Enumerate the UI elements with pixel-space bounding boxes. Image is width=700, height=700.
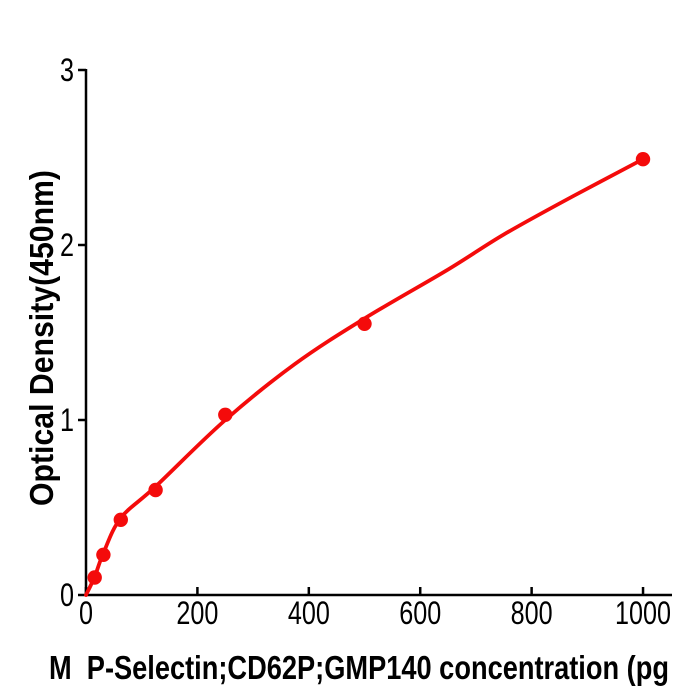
- data-point-marker: [148, 482, 163, 498]
- x-axis-label: M P-Selectin;CD62P;GMP140 concentration …: [49, 649, 669, 686]
- x-tick-label: 200: [176, 595, 218, 631]
- axes: [78, 68, 672, 597]
- data-points: [87, 152, 651, 585]
- data-point-marker: [635, 152, 651, 167]
- data-point-marker: [113, 512, 128, 527]
- x-tick-label: 600: [399, 595, 441, 631]
- data-point-marker: [96, 547, 111, 562]
- x-tick-label: 0: [79, 595, 93, 631]
- data-point-marker: [87, 570, 102, 585]
- y-tick-label: 2: [60, 227, 74, 263]
- y-axis-label: Optical Density(450nm): [23, 170, 60, 506]
- x-tick-label: 1000: [615, 595, 671, 631]
- y-tick-label: 0: [60, 577, 74, 613]
- y-tick-label: 1: [60, 402, 74, 438]
- data-point-marker: [357, 316, 372, 331]
- x-tick-label: 800: [511, 595, 553, 631]
- tick-labels: 0 200 400 600 800 1000 0 1 2 3: [60, 52, 671, 631]
- fit-curve: [84, 157, 645, 597]
- data-point-marker: [218, 407, 233, 422]
- axis-spines: [84, 69, 672, 597]
- x-tick-label: 400: [288, 595, 330, 631]
- fit-curve-path: [84, 157, 645, 597]
- y-tick-label: 3: [60, 52, 74, 88]
